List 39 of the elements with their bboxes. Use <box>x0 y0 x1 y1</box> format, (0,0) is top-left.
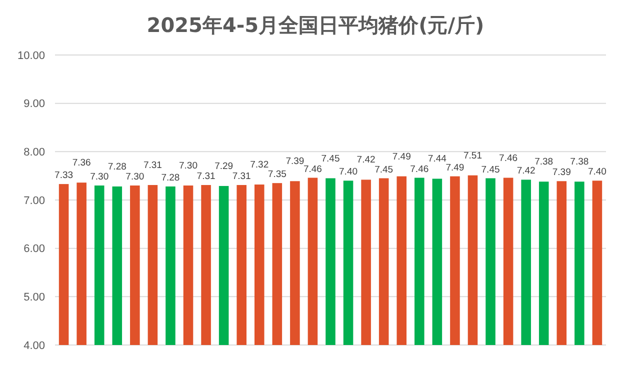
data-label: 7.31 <box>196 171 216 182</box>
data-label: 7.30 <box>126 172 144 182</box>
y-tick-label: 6.00 <box>24 243 45 256</box>
data-label: 7.29 <box>214 160 234 172</box>
data-label: 7.45 <box>374 164 394 176</box>
data-label: 7.45 <box>481 164 500 176</box>
data-label: 7.28 <box>161 172 180 184</box>
data-label: 7.30 <box>179 160 198 172</box>
data-label: 7.46 <box>499 152 518 164</box>
data-label: 7.31 <box>143 160 162 172</box>
data-label: 7.30 <box>90 172 109 182</box>
data-label: 7.49 <box>446 162 464 174</box>
data-label: 7.44 <box>428 154 446 165</box>
data-label: 7.46 <box>303 164 322 175</box>
data-label: 7.49 <box>392 151 411 162</box>
y-tick-label: 9.00 <box>24 98 45 110</box>
data-label: 7.42 <box>356 154 376 166</box>
y-tick-label: 8.00 <box>24 146 45 159</box>
data-label: 7.40 <box>588 166 606 178</box>
data-label: 7.28 <box>108 161 126 172</box>
data-label: 7.31 <box>232 171 251 182</box>
data-label: 7.45 <box>321 153 340 164</box>
data-label: 7.38 <box>570 156 589 168</box>
data-label: 7.33 <box>54 170 74 182</box>
data-label: 7.38 <box>534 156 554 168</box>
chart-title: 2025年4-5月全国日平均猪价(元/斤) <box>146 13 484 37</box>
data-label: 7.36 <box>72 158 91 169</box>
y-tick-label: 7.00 <box>24 194 45 207</box>
data-label: 7.32 <box>250 160 269 171</box>
data-label: 7.46 <box>410 164 429 175</box>
data-label: 7.40 <box>339 166 358 178</box>
data-label: 7.39 <box>552 167 571 178</box>
data-label: 7.35 <box>268 169 286 180</box>
y-tick-label: 5.00 <box>24 292 45 304</box>
data-label: 7.51 <box>463 150 482 162</box>
data-label: 7.42 <box>516 166 536 177</box>
data-label: 7.39 <box>286 156 304 168</box>
y-tick-label: 4.00 <box>24 340 45 352</box>
y-tick-label: 10.00 <box>17 50 45 62</box>
